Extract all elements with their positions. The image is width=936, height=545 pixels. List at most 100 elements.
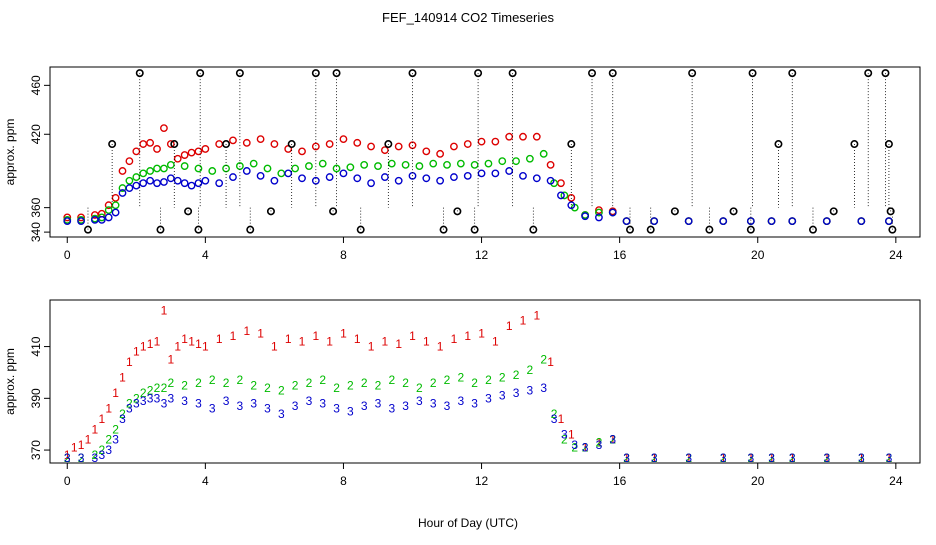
data-point-label: 2 [623,451,630,465]
data-point [595,206,603,214]
data-point-label: 3 [540,381,547,395]
data-point-label: 1 [133,345,140,359]
outlier-point [453,207,462,216]
data-point [746,217,755,226]
data-point [256,171,265,180]
data-point-label: 2 [209,373,216,387]
x-tick-label: 4 [202,248,209,262]
data-point-label: 3 [858,451,865,465]
data-point [284,169,293,178]
outlier-point [246,225,255,234]
data-point-label: 1 [92,422,99,436]
data-point [311,142,320,151]
data-point-label: 1 [167,353,174,367]
data-point [436,149,445,158]
data-point-label: 2 [720,451,727,465]
data-point-label: 3 [768,451,775,465]
data-point-label: 2 [78,451,85,465]
data-point-label: 1 [230,329,237,343]
outlier-point [788,69,797,78]
data-point [429,159,438,168]
data-point-label: 1 [747,451,754,465]
data-point-label: 2 [181,378,188,392]
x-axis: 0 4 8 12 16 20 24 [64,237,903,262]
data-point [146,176,155,185]
data-point [491,169,500,178]
data-point-label: 2 [292,378,299,392]
data-point-label: 1 [154,334,161,348]
data-point [97,215,106,224]
data-point [463,140,472,148]
data-point-label: 3 [886,451,893,465]
data-point-label: 1 [181,332,188,346]
x-tick-label: 4 [202,474,209,488]
data-point [153,164,161,173]
data-point-label: 3 [789,451,796,465]
data-point [581,212,590,221]
data-point-label: 2 [347,378,354,392]
data-point-label: 3 [126,402,133,416]
data-point-label: 3 [181,394,188,408]
outlier-point [829,207,838,216]
x-tick-label: 24 [889,248,903,262]
data-point-label: 1 [140,340,147,354]
data-point-label: 1 [596,435,603,449]
data-point-label: 3 [237,399,244,413]
y-tick-label: 410 [29,336,43,356]
data-point [622,217,631,226]
outlier-point [529,225,538,234]
data-point-label: 2 [167,376,174,390]
data-point-label: 2 [98,443,105,457]
data-point [450,173,458,181]
data-point-label: 1 [119,371,126,385]
data-point [505,167,514,175]
data-point [111,201,120,210]
data-point-label: 3 [98,448,105,462]
data-point-label: 1 [195,337,202,351]
data-point [180,151,189,159]
outlier-point [850,140,859,149]
outlier-point [135,69,144,78]
y-axis: 340 360 420 460 [29,75,50,242]
data-point [539,149,548,158]
outlier-point [474,69,483,78]
data-point-label: 3 [444,399,451,413]
data-point-label: 2 [250,378,257,392]
data-point-label: 2 [154,381,161,395]
data-point-label: 3 [388,402,395,416]
data-point [325,140,334,148]
data-point-label: 2 [571,440,578,454]
data-point [166,160,175,169]
data-point [394,176,403,185]
y-tick-label: 390 [29,388,43,408]
plot-frame [49,66,921,238]
data-point [160,124,168,133]
data-point [353,138,362,147]
data-point-label: 1 [886,451,893,465]
data-point [532,174,541,183]
data-point-label: 1 [188,334,195,348]
data-point [166,174,175,183]
data-point-label: 3 [92,451,99,465]
data-point [422,174,431,183]
data-point-label: 3 [147,391,154,405]
data-point [463,171,472,180]
outlier-point [670,207,679,216]
data-point-label: 2 [499,371,506,385]
data-point-label: 2 [361,376,368,390]
data-point [367,179,375,188]
outlier-point [808,225,817,234]
outlier-point [888,225,897,234]
data-point [194,147,203,156]
data-point [422,147,431,156]
y-tick-label: 460 [29,75,43,95]
data-point-label: 2 [416,381,423,395]
data-point [885,217,893,226]
data-point-label: 1 [243,324,250,338]
outlier-point [881,69,890,78]
data-point-label: 2 [375,378,382,392]
data-point [332,164,341,173]
data-point [394,142,403,151]
